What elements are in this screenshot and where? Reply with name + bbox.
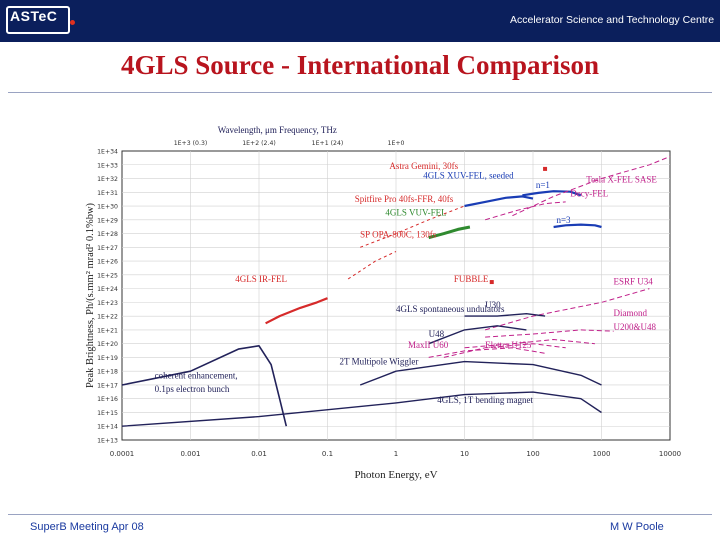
chart-annotation: Spitfire Pro 40fs-FFR, 40fs — [355, 194, 454, 204]
y-tick-label: 1E+32 — [97, 176, 118, 183]
chart-annotation: Diamond — [614, 308, 648, 318]
series-line — [485, 329, 614, 338]
x-axis-title: Photon Energy, eV — [354, 469, 437, 481]
y-tick-label: 1E+21 — [97, 327, 118, 334]
chart-annotation: Elettra U125 — [485, 340, 532, 350]
chart-annotation: Tesla X-FEL SASE — [586, 175, 657, 185]
y-tick-label: 1E+25 — [97, 272, 118, 279]
y-axis-title: Peak Brightness, Ph/(s.mm² mrad² 0.1%bw) — [85, 202, 96, 388]
x-tick-label: 0.1 — [322, 450, 333, 458]
chart-annotation: Astra Gemini, 30fs — [389, 161, 458, 171]
series-line — [121, 345, 288, 427]
chart-annotation: n=1 — [536, 180, 550, 190]
slide-title: 4GLS Source - International Comparison — [120, 50, 600, 80]
y-tick-label: 1E+26 — [97, 259, 118, 266]
series-line — [428, 325, 527, 345]
x-tick-label: 100 — [526, 450, 539, 458]
series-line — [464, 313, 546, 317]
organisation-name: Accelerator Science and Technology Centr… — [510, 14, 715, 26]
series-line — [360, 205, 465, 248]
y-tick-label: 1E+13 — [97, 438, 118, 445]
x-tick-label: 0.0001 — [110, 450, 135, 458]
x-tick-label: 1000 — [593, 450, 611, 458]
series-line — [443, 343, 566, 358]
chart-annotation: n=3 — [556, 215, 571, 225]
y-tick-label: 1E+16 — [97, 396, 118, 403]
y-tick-label: 1E+27 — [97, 245, 118, 252]
chart-annotation: 4GLS VUV-FEL — [385, 208, 446, 218]
footer-divider — [8, 514, 712, 515]
series-line — [484, 201, 566, 221]
chart-annotation: 0.1ps electron bunch — [155, 384, 230, 394]
x-tick-label: 1 — [394, 450, 398, 458]
top-tick-label: 1E+3 (0.3) — [174, 140, 208, 147]
series-line — [265, 297, 328, 325]
top-tick-label: 1E+2 (2.4) — [242, 140, 276, 147]
series-line — [347, 251, 397, 280]
logo-dot-icon — [70, 20, 75, 25]
y-tick-label: 1E+33 — [97, 162, 118, 169]
chart-annotation: 4GLS spontaneous undulators — [396, 304, 505, 314]
series-line — [522, 190, 582, 197]
chart-annotation: 4GLS XUV-FEL, seeded — [423, 171, 514, 181]
chart-annotation: 2T Multipole Wiggler — [340, 357, 419, 367]
series-line — [464, 339, 595, 349]
y-tick-label: 1E+20 — [97, 341, 118, 348]
series-line — [121, 391, 602, 427]
series-line — [428, 347, 546, 358]
chart-annotation: MaxII U60 — [408, 340, 449, 350]
y-tick-label: 1E+19 — [97, 355, 118, 362]
chart-annotation: U30 — [485, 300, 501, 310]
series-line — [359, 360, 602, 386]
chart-annotation: FUBBLE — [454, 274, 489, 284]
chart-annotation: SP OPA-800C, 130fs — [360, 230, 437, 240]
y-tick-label: 1E+34 — [97, 149, 118, 156]
chart-annotation: Wavelength, μm Frequency, THz — [218, 125, 337, 135]
chart-annotation: U48 — [429, 329, 445, 339]
point-marker — [489, 280, 494, 285]
y-tick-label: 1E+29 — [97, 217, 118, 224]
top-tick-label: 1E+0 — [388, 140, 405, 147]
x-tick-label: 0.01 — [251, 450, 267, 458]
series-line — [512, 156, 671, 217]
series-line — [553, 223, 602, 229]
logo-text: ASTeC — [10, 8, 58, 24]
y-tick-label: 1E+30 — [97, 204, 118, 211]
chart-annotation: 4GLS, 1T bending magnet — [437, 395, 533, 405]
chart-annotation: 4GLS IR-FEL — [235, 274, 287, 284]
series-line — [428, 225, 471, 240]
y-tick-label: 1E+17 — [97, 382, 118, 389]
footer-meeting: SuperB Meeting Apr 08 — [30, 521, 144, 533]
astec-logo — [6, 6, 70, 34]
x-tick-label: 10000 — [659, 450, 681, 458]
y-tick-label: 1E+28 — [97, 231, 118, 238]
x-tick-label: 10 — [460, 450, 469, 458]
header-bar — [0, 0, 720, 42]
y-tick-label: 1E+15 — [97, 410, 118, 417]
series-line — [484, 288, 650, 331]
x-tick-label: 0.001 — [180, 450, 200, 458]
y-tick-label: 1E+22 — [97, 314, 118, 321]
point-marker — [543, 166, 548, 171]
y-tick-label: 1E+23 — [97, 300, 118, 307]
y-tick-label: 1E+18 — [97, 369, 118, 376]
y-tick-label: 1E+24 — [97, 286, 118, 293]
series-line — [464, 195, 534, 208]
top-tick-label: 1E+1 (24) — [312, 140, 344, 147]
footer-author: M W Poole — [610, 521, 664, 533]
chart-annotation: U200&U48 — [614, 322, 657, 332]
y-tick-label: 1E+31 — [97, 190, 118, 197]
y-tick-label: 1E+14 — [97, 424, 118, 431]
chart-annotation: ESRF U34 — [614, 276, 654, 286]
chart-annotation: Decy-FEL — [570, 188, 608, 198]
title-divider — [8, 92, 712, 93]
chart-annotation: coherent enhancement, — [155, 370, 238, 380]
